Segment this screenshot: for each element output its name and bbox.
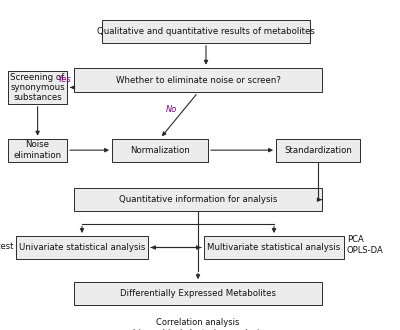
FancyBboxPatch shape — [16, 236, 148, 259]
FancyBboxPatch shape — [112, 139, 208, 162]
Text: Differentially Expressed Metabolites: Differentially Expressed Metabolites — [120, 289, 276, 298]
Text: Qualitative and quantitative results of metabolites: Qualitative and quantitative results of … — [97, 27, 315, 36]
Text: T-test: T-test — [0, 242, 13, 251]
FancyBboxPatch shape — [204, 236, 344, 259]
Text: Standardization: Standardization — [284, 146, 352, 155]
FancyBboxPatch shape — [276, 139, 360, 162]
Text: Multivariate statistical analysis: Multivariate statistical analysis — [207, 243, 341, 252]
Text: Correlation analysis
hierarchical clustering analysis
radar map analysis: Correlation analysis hierarchical cluste… — [133, 318, 263, 330]
Text: Quantitative information for analysis: Quantitative information for analysis — [119, 195, 277, 204]
FancyBboxPatch shape — [8, 71, 67, 104]
Text: PCA
OPLS-DA: PCA OPLS-DA — [347, 236, 384, 255]
Text: Whether to eliminate noise or screen?: Whether to eliminate noise or screen? — [116, 76, 280, 84]
FancyBboxPatch shape — [102, 20, 310, 43]
Text: Yes: Yes — [58, 75, 71, 84]
Text: Screening of
synonymous
substances: Screening of synonymous substances — [10, 73, 65, 102]
FancyBboxPatch shape — [74, 68, 322, 92]
FancyBboxPatch shape — [74, 282, 322, 305]
Text: Univariate statistical analysis: Univariate statistical analysis — [19, 243, 145, 252]
Text: Noise
elimination: Noise elimination — [14, 141, 62, 160]
Text: No: No — [166, 105, 177, 114]
Text: Normalization: Normalization — [130, 146, 190, 155]
FancyBboxPatch shape — [8, 139, 67, 162]
FancyBboxPatch shape — [74, 188, 322, 211]
